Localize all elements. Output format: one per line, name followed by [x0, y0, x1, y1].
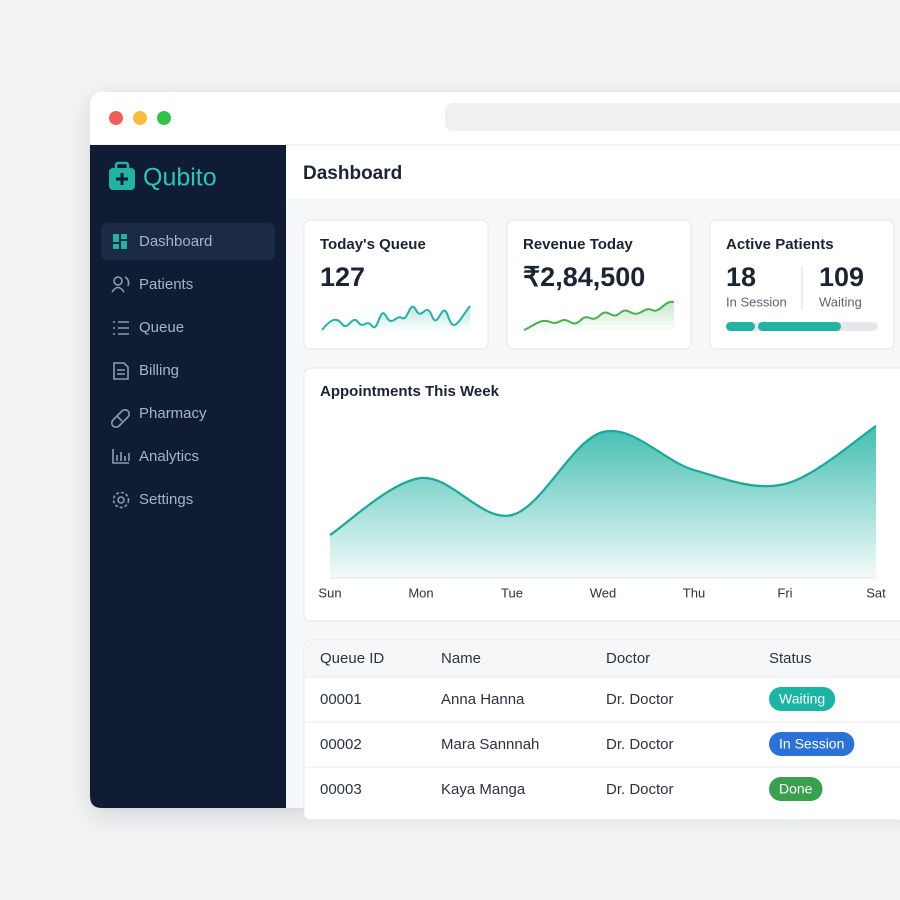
status-pill: [769, 732, 855, 756]
logo-icon: [109, 161, 135, 190]
column-header: Doctor: [606, 650, 650, 667]
column-header: Queue ID: [320, 650, 384, 667]
status-pill: [769, 777, 823, 801]
cell: Dr. Doctor: [606, 781, 674, 798]
nav-icons: [110, 234, 131, 509]
nav-item[interactable]: Patients: [139, 276, 193, 293]
x-tick-label: Sun: [318, 585, 341, 600]
table-card: [303, 639, 900, 821]
nav-item[interactable]: Settings: [139, 491, 193, 508]
nav-active: [101, 223, 275, 260]
card-title: Revenue Today: [523, 236, 633, 253]
sparkline: [321, 305, 471, 331]
close-button[interactable]: [109, 111, 123, 125]
cell[interactable]: Mara Sannnah: [441, 736, 539, 753]
cell: 00002: [320, 736, 362, 753]
page-title: Dashboard: [303, 163, 402, 184]
cell: 00003: [320, 781, 362, 798]
cell: Dr. Doctor: [606, 736, 674, 753]
maximize-button[interactable]: [157, 111, 171, 125]
card-value: 127: [320, 262, 365, 292]
status-text: Waiting: [779, 691, 825, 707]
x-tick-label: Fri: [777, 585, 792, 600]
stat-label: Waiting: [819, 294, 862, 309]
line: [329, 425, 877, 536]
stat-value: 109: [819, 262, 864, 292]
card-value: ₹2,84,500: [523, 262, 645, 292]
status-text: Done: [779, 781, 813, 797]
nav-item[interactable]: Queue: [139, 319, 184, 336]
nav-item[interactable]: Analytics: [139, 448, 199, 465]
sidebar: [90, 145, 286, 808]
x-tick-label: Wed: [590, 585, 617, 600]
progress-segment: [758, 322, 841, 331]
cell[interactable]: Kaya Manga: [441, 781, 526, 798]
address-bar[interactable]: [445, 103, 900, 131]
minimize-button[interactable]: [133, 111, 147, 125]
x-tick-label: Sat: [866, 585, 886, 600]
chart-title: Appointments This Week: [320, 383, 500, 400]
stat-label: In Session: [726, 294, 787, 309]
status-pill: [769, 687, 836, 711]
column-header: Name: [441, 650, 481, 667]
status-text: In Session: [779, 736, 844, 752]
nav-item[interactable]: Billing: [139, 362, 179, 379]
cell: Dr. Doctor: [606, 691, 674, 708]
cell[interactable]: Anna Hanna: [441, 691, 525, 708]
sparkline: [523, 300, 675, 331]
cell: 00001: [320, 691, 362, 708]
area: [330, 426, 876, 578]
x-tick-label: Mon: [408, 585, 433, 600]
table-header: [305, 641, 900, 677]
stat-value: 18: [726, 262, 756, 292]
card-title: Today's Queue: [320, 236, 426, 253]
x-tick-label: Tue: [501, 585, 523, 600]
progress-segment: [726, 322, 755, 331]
app-name: Qubito: [143, 164, 217, 192]
x-tick-label: Thu: [683, 585, 705, 600]
nav-item[interactable]: Dashboard: [139, 233, 212, 250]
card-title: Active Patients: [726, 236, 834, 253]
nav-item[interactable]: Pharmacy: [139, 405, 207, 422]
column-header: Status: [769, 650, 812, 667]
